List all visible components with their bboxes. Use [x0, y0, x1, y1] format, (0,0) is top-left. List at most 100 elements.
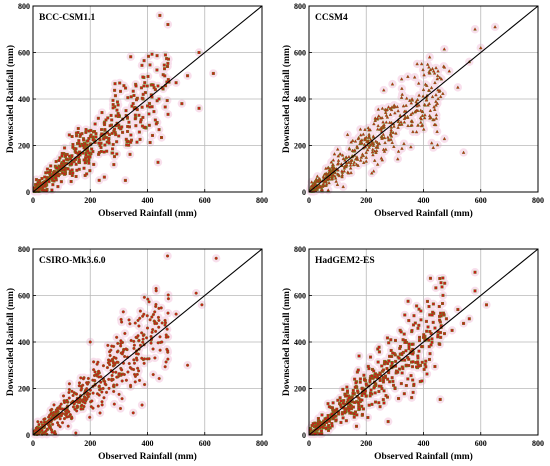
y-tick-label: 600	[18, 292, 30, 301]
data-point	[151, 347, 155, 351]
data-point	[366, 364, 370, 368]
data-point	[431, 145, 436, 149]
data-point	[98, 411, 102, 415]
data-point	[124, 347, 128, 351]
data-point	[197, 106, 201, 110]
data-point	[387, 371, 391, 375]
data-point	[362, 142, 367, 146]
data-point	[146, 54, 150, 58]
data-point	[75, 134, 79, 138]
data-point	[84, 130, 88, 134]
data-point	[396, 108, 400, 113]
data-point	[406, 299, 410, 303]
data-point	[98, 144, 102, 148]
y-tick-label: 800	[18, 2, 30, 11]
data-point	[58, 417, 62, 421]
data-point	[154, 329, 158, 333]
data-point	[117, 372, 121, 376]
data-point	[389, 137, 393, 141]
data-point	[65, 157, 69, 161]
data-point	[380, 136, 384, 140]
data-point	[450, 328, 454, 332]
data-point	[317, 176, 321, 181]
data-point	[369, 355, 373, 359]
data-point	[419, 123, 424, 128]
data-point	[421, 94, 425, 98]
data-point	[63, 172, 67, 176]
data-point	[434, 286, 438, 290]
data-point	[148, 318, 152, 322]
data-point	[59, 180, 63, 184]
data-point	[108, 353, 112, 358]
data-point	[389, 127, 393, 132]
data-point	[151, 328, 155, 332]
data-point	[462, 321, 466, 325]
data-point	[320, 413, 324, 417]
data-point	[409, 144, 413, 149]
data-point	[421, 127, 426, 131]
data-point	[91, 378, 95, 382]
data-point	[107, 386, 111, 390]
x-tick-label: 200	[360, 196, 372, 205]
data-point	[58, 407, 62, 411]
data-point	[399, 77, 404, 81]
y-tick-label: 600	[294, 49, 306, 58]
data-point	[372, 158, 377, 162]
data-point	[92, 162, 96, 166]
data-point	[415, 97, 420, 102]
data-point	[418, 108, 423, 112]
data-point	[393, 104, 397, 109]
data-point	[377, 350, 381, 354]
data-point	[142, 357, 147, 361]
data-point	[71, 171, 75, 175]
data-point	[383, 140, 387, 145]
data-point	[420, 345, 424, 349]
data-point	[166, 357, 170, 361]
data-point	[348, 163, 353, 167]
data-point	[410, 111, 415, 115]
data-point	[49, 408, 53, 412]
data-point	[135, 98, 139, 102]
data-point	[331, 401, 335, 405]
data-point	[111, 147, 115, 151]
data-point	[432, 71, 437, 75]
data-point	[137, 378, 142, 382]
data-point	[369, 391, 373, 395]
data-point	[473, 289, 477, 293]
data-point	[66, 424, 70, 428]
data-point	[34, 426, 38, 430]
data-point	[123, 178, 127, 182]
data-point	[166, 112, 170, 116]
data-point	[153, 118, 157, 122]
x-tick-label: 400	[418, 196, 430, 205]
data-point	[436, 88, 440, 92]
data-point	[107, 377, 111, 381]
data-point	[123, 331, 127, 336]
data-point	[151, 83, 155, 87]
data-point	[344, 419, 348, 423]
data-point	[57, 158, 61, 162]
data-point	[61, 394, 66, 398]
data-point	[146, 297, 150, 301]
data-point	[131, 102, 135, 106]
data-point	[110, 378, 114, 382]
data-point	[156, 341, 160, 345]
data-point	[331, 416, 335, 420]
data-point	[415, 61, 419, 66]
data-point	[166, 78, 170, 82]
data-point	[39, 420, 43, 424]
data-point	[326, 402, 330, 406]
data-point	[309, 184, 314, 188]
data-point	[88, 169, 92, 173]
data-point	[430, 94, 435, 99]
data-point	[107, 133, 111, 137]
data-point	[339, 399, 343, 403]
data-point	[200, 303, 204, 307]
y-axis-label: Downscaled Rainfall (mm)	[5, 288, 16, 396]
data-point	[395, 156, 400, 161]
data-point	[77, 142, 81, 146]
data-point	[388, 354, 392, 358]
chart-panel: 0 200 400 600 800 0 200 400 600 800 Observed Rainf…	[281, 2, 544, 219]
data-point	[136, 318, 140, 322]
data-point	[163, 67, 167, 71]
